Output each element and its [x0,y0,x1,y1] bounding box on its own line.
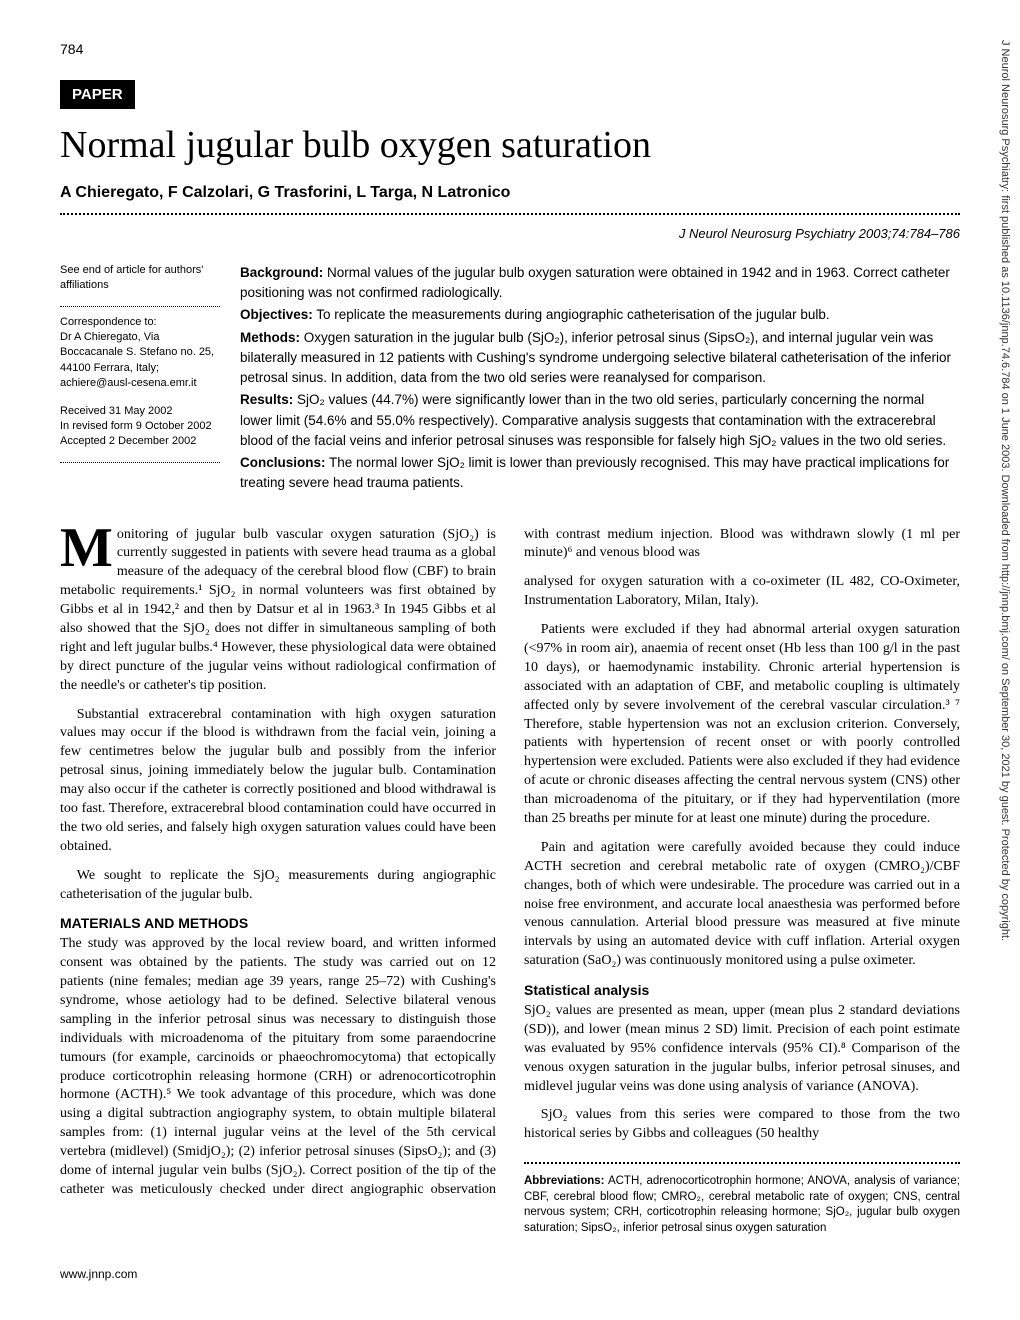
stats-heading: Statistical analysis [524,981,960,1000]
methods-label: Methods: [240,330,300,345]
conclusions-label: Conclusions: [240,455,326,470]
body-paragraph: SjO₂ values are presented as mean, upper… [524,1002,960,1096]
correspondence-body: Dr A Chieregato, Via Boccacanale S. Stef… [60,331,214,374]
journal-citation: J Neurol Neurosurg Psychiatry 2003;74:78… [60,225,960,243]
objectives-text: To replicate the measurements during ang… [313,307,830,322]
abstract-body: Background: Normal values of the jugular… [240,263,960,496]
accepted-date: Accepted 2 December 2002 [60,435,196,447]
methods-text: Oxygen saturation in the jugular bulb (S… [240,330,951,386]
abbreviations-label: Abbreviations: [524,1175,605,1187]
paper-type-badge: PAPER [60,80,135,109]
abstract-section: See end of article for authors' affiliat… [60,263,960,496]
intro-paragraph: onitoring of jugular bulb vascular oxyge… [60,527,496,693]
side-citation: J Neurol Neurosurg Psychiatry: first pub… [997,40,1012,1240]
author-list: A Chieregato, F Calzolari, G Trasforini,… [60,182,960,204]
abbreviations-box: Abbreviations: ACTH, adrenocorticotrophi… [524,1162,960,1236]
dates-block: Received 31 May 2002 In revised form 9 O… [60,404,220,450]
background-label: Background: [240,265,323,280]
body-paragraph: SjO₂ values from this series were compar… [524,1106,960,1144]
body-paragraph: Patients were excluded if they had abnor… [524,621,960,829]
revised-date: In revised form 9 October 2002 [60,420,212,432]
page-number: 784 [60,40,83,60]
correspondence-label: Correspondence to: [60,316,157,328]
body-paragraph: Pain and agitation were carefully avoide… [524,839,960,971]
correspondence-block: Correspondence to: Dr A Chieregato, Via … [60,315,220,392]
results-label: Results: [240,392,293,407]
body-paragraph: Substantial extracerebral contamination … [60,706,496,857]
conclusions-text: The normal lower SjO₂ limit is lower tha… [240,455,949,490]
objectives-label: Objectives: [240,307,313,322]
article-title: Normal jugular bulb oxygen saturation [60,119,960,172]
article-meta-sidebar: See end of article for authors' affiliat… [60,263,220,496]
background-text: Normal values of the jugular bulb oxygen… [240,265,950,300]
footer-url: www.jnnp.com [60,1266,960,1283]
body-paragraph: We sought to replicate the SjO₂ measurem… [60,867,496,905]
divider [60,213,960,215]
body-paragraph: analysed for oxygen saturation with a co… [524,573,960,611]
results-text: SjO₂ values (44.7%) were significantly l… [240,392,946,448]
received-date: Received 31 May 2002 [60,405,173,417]
affiliation-note: See end of article for authors' affiliat… [60,263,220,294]
article-body: Monitoring of jugular bulb vascular oxyg… [60,526,960,1237]
correspondence-email: achiere@ausl-cesena.emr.it [60,377,197,389]
methods-heading: MATERIALS AND METHODS [60,914,496,933]
meta-divider [60,306,220,307]
meta-divider [60,462,220,463]
dropcap: M [60,526,117,570]
